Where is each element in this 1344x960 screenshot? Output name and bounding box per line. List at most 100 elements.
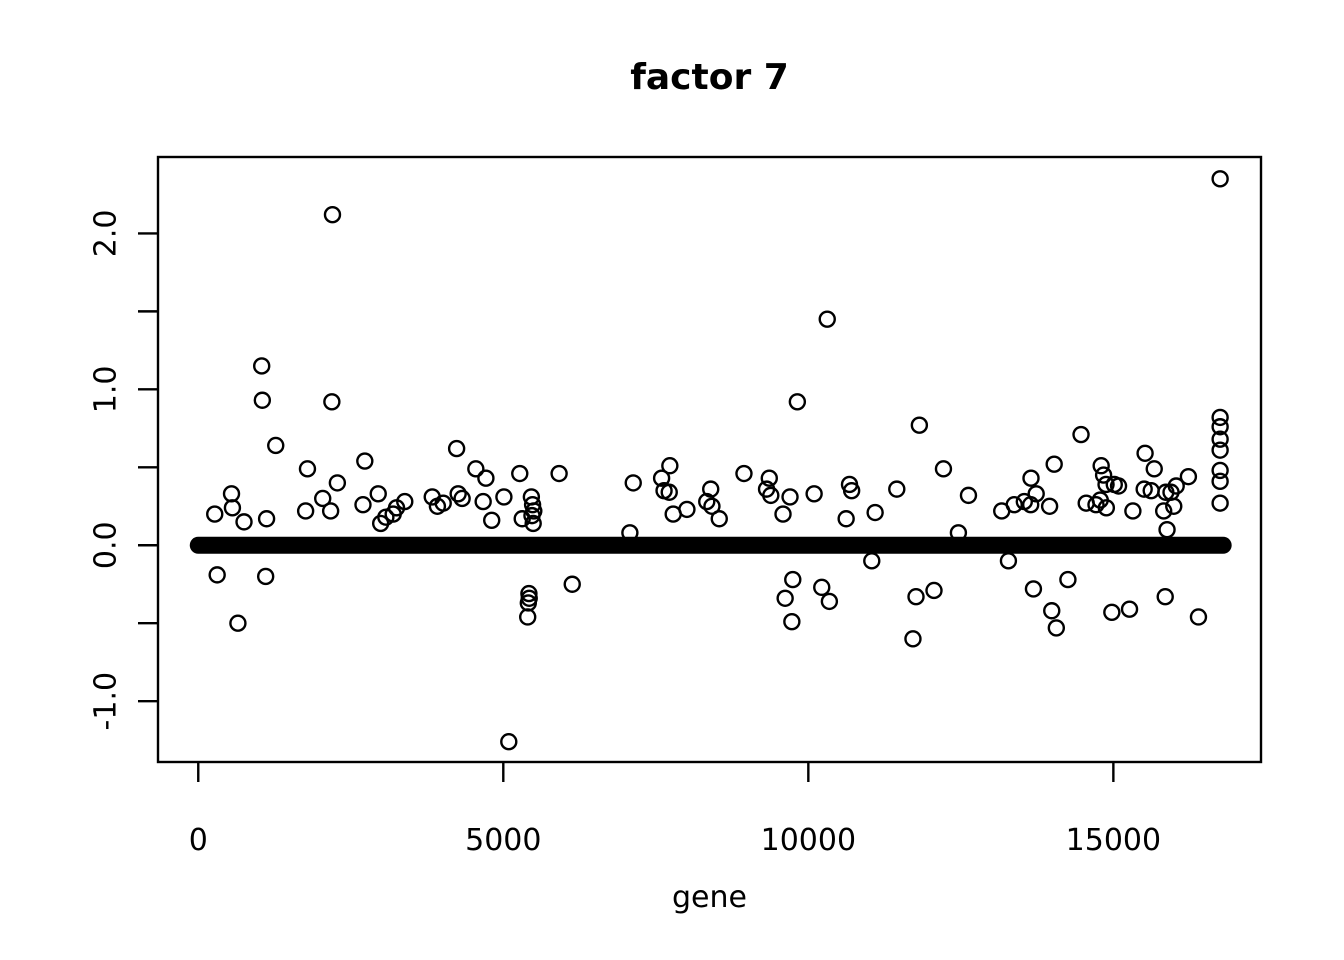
data-point — [1135, 480, 1153, 498]
data-point — [1040, 497, 1059, 515]
data-point — [934, 460, 953, 478]
data-point — [1211, 170, 1229, 188]
data-point — [453, 489, 471, 508]
data-point — [1167, 477, 1185, 495]
data-point — [323, 205, 342, 224]
data-point — [1154, 502, 1173, 520]
data-point — [524, 514, 542, 533]
data-point — [1136, 444, 1154, 462]
x-tick-label: 10000 — [761, 823, 856, 858]
chart-title: factor 7 — [630, 57, 789, 98]
data-point — [296, 502, 315, 520]
data-point — [520, 589, 538, 607]
data-point — [842, 481, 861, 500]
data-point — [1027, 485, 1045, 503]
x-tick-label: 5000 — [465, 823, 541, 858]
data-point — [519, 608, 537, 626]
data-point — [235, 513, 253, 531]
data-point — [550, 464, 568, 483]
y-tick-label: 2.0 — [89, 210, 124, 258]
data-point — [267, 436, 285, 455]
data-point — [449, 485, 467, 503]
data-point — [483, 511, 501, 530]
data-point — [369, 485, 387, 503]
y-tick-label: 1.0 — [89, 365, 124, 413]
data-point — [1179, 467, 1198, 486]
data-point — [818, 310, 836, 328]
data-point — [910, 416, 929, 434]
x-tick-label: 15000 — [1066, 823, 1161, 858]
data-point — [474, 492, 492, 511]
data-point — [866, 503, 884, 522]
data-point — [784, 570, 802, 589]
data-point — [563, 575, 581, 593]
data-point — [1094, 466, 1113, 484]
data-point — [820, 592, 839, 611]
data-point — [511, 464, 529, 483]
data-point — [760, 469, 778, 487]
data-point — [837, 510, 855, 528]
data-point — [1165, 497, 1183, 515]
data-point — [1211, 441, 1229, 459]
data-point — [396, 492, 414, 511]
data-point — [1072, 425, 1090, 444]
data-point — [1211, 472, 1229, 491]
data-point — [298, 460, 317, 478]
data-point — [702, 480, 720, 498]
data-point — [229, 614, 247, 632]
data-point — [467, 460, 485, 478]
data-point — [1047, 619, 1066, 637]
data-point — [253, 357, 271, 375]
data-point — [1087, 496, 1105, 514]
data-point — [1158, 520, 1176, 539]
data-point — [621, 524, 639, 542]
data-point — [904, 630, 922, 648]
data-point — [888, 480, 906, 498]
data-point — [1097, 499, 1116, 517]
data-point — [1211, 408, 1229, 427]
x-tick-label: 0 — [189, 823, 208, 858]
data-point — [781, 488, 799, 506]
data-point — [1109, 477, 1128, 495]
data-point — [999, 552, 1018, 570]
data-point — [1120, 600, 1139, 618]
data-point — [208, 566, 226, 584]
x-axis-label: gene — [672, 880, 747, 915]
data-point — [1045, 455, 1063, 473]
y-tick-label: -1.0 — [89, 672, 124, 731]
data-point — [1124, 502, 1142, 520]
data-point — [925, 581, 943, 600]
data-point — [949, 524, 968, 542]
data-point — [1211, 461, 1229, 480]
data-point — [959, 486, 978, 505]
data-point — [805, 485, 823, 503]
data-point — [495, 488, 513, 506]
data-point — [223, 499, 242, 517]
data-point — [434, 494, 452, 512]
data-point — [1059, 570, 1077, 589]
y-tick-label: 0.0 — [89, 521, 124, 569]
data-point — [257, 510, 276, 528]
data-point — [660, 483, 678, 501]
data-point — [477, 469, 495, 487]
data-point — [863, 552, 881, 570]
data-point — [788, 393, 807, 411]
data-point — [710, 510, 728, 528]
data-point — [762, 486, 780, 505]
data-point — [256, 567, 275, 586]
data-point — [222, 485, 241, 503]
data-point — [1092, 457, 1110, 475]
data-point — [206, 505, 224, 523]
data-point — [678, 500, 696, 519]
data-point — [1097, 475, 1115, 494]
data-point — [321, 502, 340, 520]
data-point — [253, 391, 272, 409]
data-point — [1024, 580, 1043, 598]
data-point — [703, 497, 721, 515]
data-point — [661, 457, 679, 475]
data-point — [1005, 496, 1023, 514]
plot-border — [156, 155, 1263, 764]
data-point — [652, 469, 671, 487]
